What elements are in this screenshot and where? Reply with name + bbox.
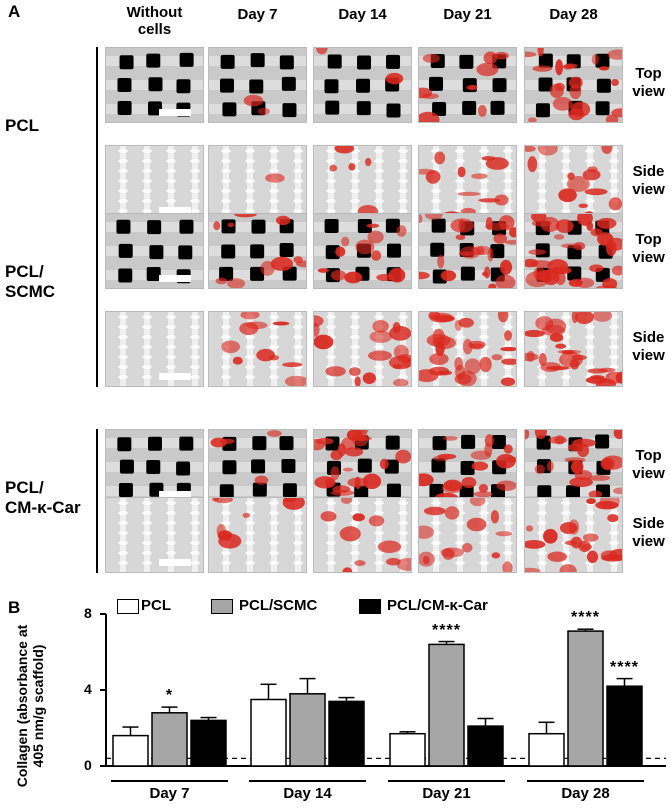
micrograph-side-view bbox=[418, 311, 517, 387]
micrograph-side-view bbox=[105, 145, 204, 221]
legend-swatch bbox=[117, 599, 139, 614]
side-view-label: Side view bbox=[632, 329, 665, 364]
row-label: PCL/CM-κ-Car bbox=[5, 478, 81, 517]
micrograph-side-view bbox=[208, 497, 307, 573]
y-tick-label: 8 bbox=[84, 605, 92, 621]
row-label: PCL/SCMC bbox=[5, 262, 56, 301]
row-bracket bbox=[96, 47, 98, 221]
column-header: Day 21 bbox=[443, 6, 492, 23]
micrograph-side-view bbox=[313, 497, 412, 573]
micrograph-side-view bbox=[105, 311, 204, 387]
bar bbox=[151, 712, 188, 767]
micrograph-side-view bbox=[313, 311, 412, 387]
micrograph-side-view bbox=[208, 311, 307, 387]
micrograph-top-view bbox=[524, 429, 623, 505]
column-header: Without cells bbox=[126, 4, 183, 38]
bar bbox=[289, 693, 326, 767]
x-category-label: Day 14 bbox=[283, 785, 332, 802]
x-category-label: Day 21 bbox=[422, 785, 471, 802]
micrograph-top-view bbox=[105, 47, 204, 123]
micrograph-top-view bbox=[418, 213, 517, 289]
top-view-label: Top view bbox=[632, 447, 665, 482]
legend-label: PCL bbox=[141, 597, 171, 614]
bar bbox=[528, 732, 565, 767]
micrograph-top-view bbox=[313, 213, 412, 289]
micrograph-top-view bbox=[524, 47, 623, 123]
micrograph-top-view bbox=[208, 429, 307, 505]
micrograph-side-view bbox=[418, 145, 517, 221]
micrograph-top-view bbox=[313, 429, 412, 505]
top-view-label: Top view bbox=[632, 65, 665, 100]
micrograph-top-view bbox=[524, 213, 623, 289]
panel-a-label: A bbox=[8, 2, 21, 21]
significance-marker: **** bbox=[432, 621, 461, 639]
micrograph-top-view bbox=[105, 213, 204, 289]
legend-swatch bbox=[359, 599, 381, 614]
significance-marker: * bbox=[165, 687, 174, 705]
significance-marker: **** bbox=[610, 658, 639, 676]
row-bracket bbox=[96, 429, 98, 573]
row-label: PCL bbox=[5, 116, 39, 135]
side-view-label: Side view bbox=[632, 163, 665, 198]
x-category-label: Day 28 bbox=[561, 785, 610, 802]
row-bracket bbox=[96, 213, 98, 387]
y-tick-label: 0 bbox=[84, 757, 92, 773]
legend-label: PCL/SCMC bbox=[239, 597, 318, 614]
top-view-label: Top view bbox=[632, 231, 665, 266]
bar bbox=[250, 698, 287, 767]
micrograph-side-view bbox=[524, 145, 623, 221]
bar bbox=[428, 643, 465, 767]
micrograph-top-view bbox=[208, 47, 307, 123]
column-header: Day 7 bbox=[237, 6, 278, 23]
micrograph-side-view bbox=[313, 145, 412, 221]
micrograph-side-view bbox=[524, 311, 623, 387]
y-tick-label: 4 bbox=[84, 681, 92, 697]
bar bbox=[328, 700, 365, 767]
significance-marker: **** bbox=[571, 609, 600, 627]
bar bbox=[389, 732, 426, 767]
micrograph-side-view bbox=[418, 497, 517, 573]
column-header: Day 28 bbox=[549, 6, 598, 23]
bar bbox=[606, 685, 643, 767]
bar bbox=[190, 719, 227, 767]
x-category-label: Day 7 bbox=[149, 785, 190, 802]
micrograph-top-view bbox=[313, 47, 412, 123]
legend-swatch bbox=[211, 599, 233, 614]
bar bbox=[112, 734, 149, 767]
micrograph-side-view bbox=[105, 497, 204, 573]
micrograph-top-view bbox=[418, 429, 517, 505]
bar bbox=[467, 725, 504, 767]
legend-label: PCL/CM-κ-Car bbox=[387, 597, 488, 614]
micrograph-top-view bbox=[105, 429, 204, 505]
column-header: Day 14 bbox=[338, 6, 387, 23]
side-view-label: Side view bbox=[632, 515, 665, 550]
panel-b-label: B bbox=[8, 598, 21, 617]
micrograph-top-view bbox=[418, 47, 517, 123]
bar bbox=[567, 630, 604, 767]
micrograph-side-view bbox=[524, 497, 623, 573]
micrograph-top-view bbox=[208, 213, 307, 289]
